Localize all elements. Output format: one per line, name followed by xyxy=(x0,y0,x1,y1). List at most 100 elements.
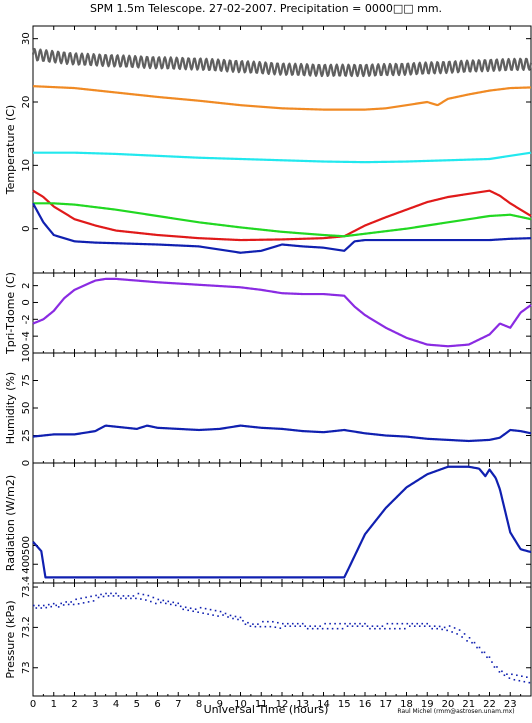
x-tick-label: 5 xyxy=(134,699,140,710)
y-axis-label: Pressure (kPa) xyxy=(4,600,17,678)
y-tick-label: -4 xyxy=(21,331,32,341)
data-point xyxy=(349,622,351,625)
y-tick-label: 20 xyxy=(21,96,32,109)
y-tick-label: 50 xyxy=(21,402,32,415)
data-point xyxy=(132,595,135,597)
data-point xyxy=(326,627,329,630)
chart-panel-1: -4 -2 0 2 Tpri-Tdome (C) xyxy=(4,272,532,355)
data-point xyxy=(194,608,197,611)
data-point xyxy=(227,616,229,618)
data-point xyxy=(431,627,433,630)
data-point xyxy=(35,607,38,609)
data-point xyxy=(406,622,409,625)
data-point xyxy=(179,605,182,608)
x-tick-label: 15 xyxy=(338,699,351,710)
y-tick-label: -2 xyxy=(21,314,32,324)
data-point xyxy=(498,671,501,673)
data-point xyxy=(339,622,341,625)
data-point xyxy=(237,618,239,621)
data-point xyxy=(314,625,316,627)
y-tick-label: 25 xyxy=(21,429,32,442)
data-point xyxy=(336,627,339,630)
data-point xyxy=(306,627,309,630)
data-point xyxy=(217,615,219,617)
data-point xyxy=(408,625,411,627)
data-point xyxy=(451,631,453,633)
x-tick-label: 14 xyxy=(317,699,330,710)
x-tick-label: 12 xyxy=(276,699,289,710)
data-point xyxy=(184,606,187,609)
x-tick-label: 6 xyxy=(154,699,160,710)
data-point xyxy=(209,608,212,611)
data-point xyxy=(354,622,356,625)
data-point xyxy=(386,622,389,625)
data-point xyxy=(506,673,508,675)
data-point xyxy=(120,597,122,600)
y-tick-label: 73.4 xyxy=(21,576,32,598)
data-point xyxy=(254,625,257,628)
data-point xyxy=(125,597,127,600)
data-point xyxy=(463,633,466,635)
data-point xyxy=(391,622,394,625)
data-point xyxy=(304,625,307,627)
series-line-2 xyxy=(32,151,532,164)
x-tick-label: 20 xyxy=(442,699,455,710)
data-point xyxy=(219,610,222,613)
data-point xyxy=(404,627,406,630)
data-point xyxy=(491,661,493,663)
data-point xyxy=(75,598,77,601)
data-point xyxy=(476,646,478,649)
series-line-0 xyxy=(32,465,532,579)
data-point xyxy=(267,620,269,623)
data-point xyxy=(189,607,192,610)
chart-panel-0: 0 10 20 30 Temperature (C) xyxy=(4,25,532,274)
data-point xyxy=(346,625,349,627)
data-point xyxy=(145,599,147,601)
data-point xyxy=(423,625,426,627)
x-tick-label: 22 xyxy=(483,699,496,710)
data-point xyxy=(92,600,95,602)
y-tick-label: 73.2 xyxy=(21,616,32,638)
data-point xyxy=(90,595,92,598)
series-line-0 xyxy=(32,424,532,443)
y-axis-label: Humidity (%) xyxy=(4,372,17,444)
data-point xyxy=(33,604,35,607)
y-tick-label: 10 xyxy=(21,159,32,172)
data-point xyxy=(416,622,419,625)
y-tick-label: 75 xyxy=(21,374,32,387)
data-point xyxy=(62,604,65,606)
data-point xyxy=(47,603,50,606)
data-point xyxy=(122,595,125,597)
data-point xyxy=(301,622,304,625)
data-point xyxy=(324,622,326,625)
series-line-0 xyxy=(31,47,532,78)
data-point xyxy=(142,593,145,596)
data-point xyxy=(356,625,359,627)
x-tick-label: 10 xyxy=(234,699,247,710)
data-point xyxy=(461,636,463,638)
data-point xyxy=(117,595,120,597)
data-point xyxy=(234,615,237,618)
data-point xyxy=(135,597,137,600)
x-tick-label: 7 xyxy=(175,699,181,710)
data-point xyxy=(508,677,511,679)
data-point xyxy=(247,621,249,624)
data-point xyxy=(207,613,209,615)
data-point xyxy=(112,595,115,597)
data-point xyxy=(428,625,431,627)
data-point xyxy=(174,604,177,607)
data-point xyxy=(473,641,476,644)
data-point xyxy=(212,614,214,616)
data-point xyxy=(164,602,167,605)
data-point xyxy=(97,596,100,599)
data-point xyxy=(244,623,247,626)
y-tick-label: 30 xyxy=(21,32,32,45)
data-point xyxy=(77,603,80,605)
x-tick-label: 23 xyxy=(504,699,517,710)
data-point xyxy=(453,627,456,629)
data-point xyxy=(399,627,401,630)
data-point xyxy=(289,625,292,627)
data-point xyxy=(257,623,259,625)
